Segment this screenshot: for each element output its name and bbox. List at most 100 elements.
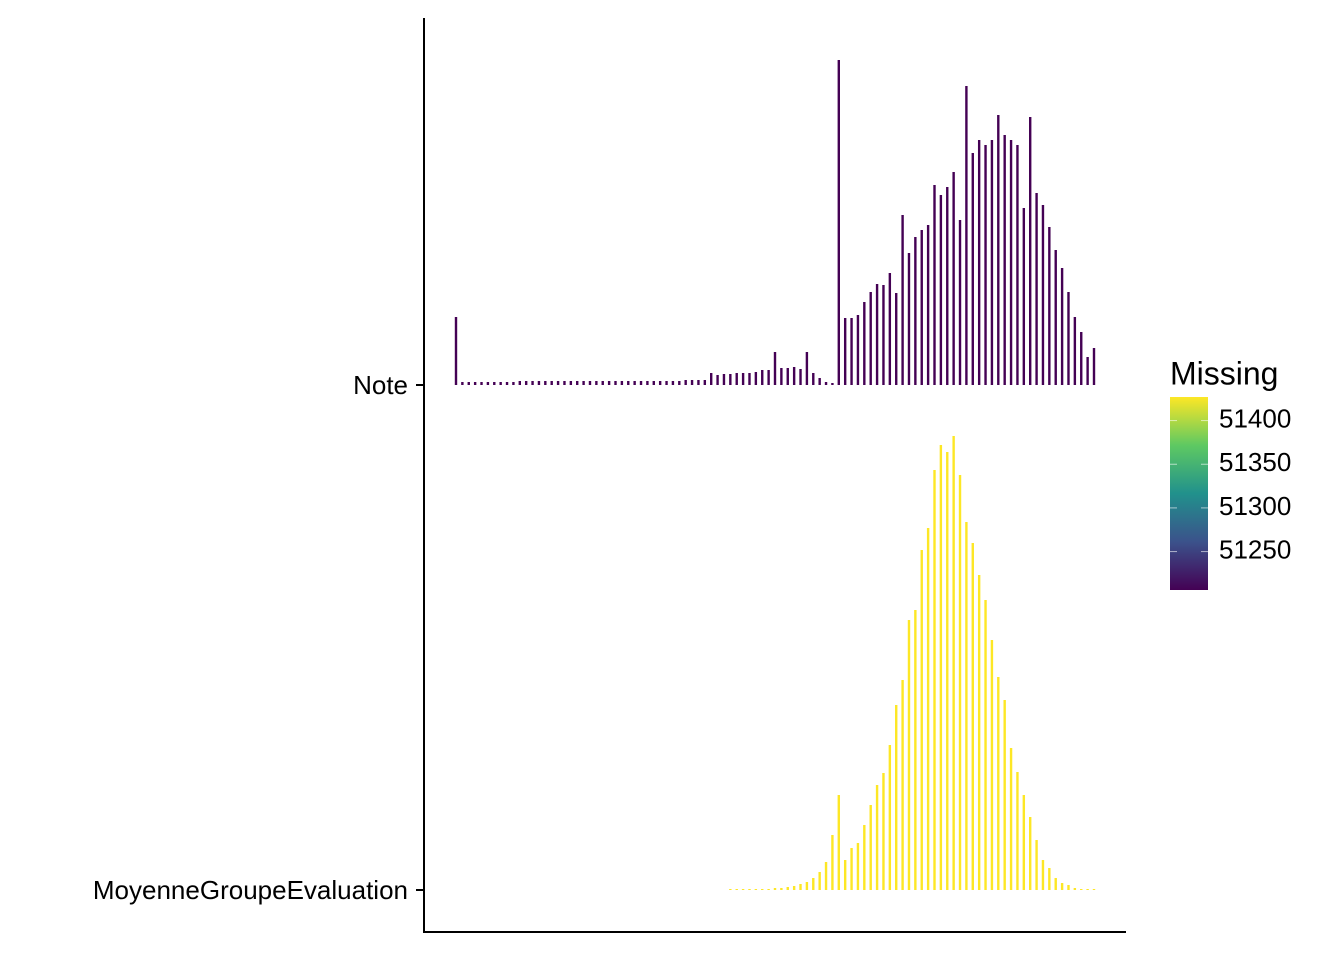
colorbar-tick-label: 51300	[1219, 491, 1291, 521]
bar	[582, 381, 585, 385]
bar	[824, 382, 828, 385]
bar	[805, 882, 809, 890]
bar	[792, 367, 796, 385]
bar	[1086, 357, 1089, 385]
bar	[665, 381, 668, 385]
bar	[1022, 795, 1026, 890]
bar	[1080, 332, 1083, 385]
bar	[1060, 268, 1064, 385]
bar	[556, 381, 560, 385]
bar	[990, 640, 994, 890]
bar	[1009, 748, 1013, 890]
bar	[690, 380, 694, 385]
y-tick-label: MoyenneGroupeEvaluation	[93, 875, 408, 905]
bar	[1035, 193, 1038, 385]
bar	[518, 381, 521, 385]
bar	[620, 381, 624, 385]
bar	[486, 382, 490, 385]
bar	[703, 380, 707, 385]
bar	[907, 253, 911, 385]
bar	[780, 888, 783, 890]
bar	[863, 302, 866, 385]
bar	[748, 889, 751, 890]
bar	[786, 368, 789, 385]
bar	[901, 215, 904, 385]
bar	[990, 140, 994, 385]
bar	[831, 835, 834, 890]
bar	[1067, 885, 1070, 890]
bar	[843, 318, 847, 385]
bar	[773, 352, 777, 385]
bar	[1060, 883, 1064, 890]
bar	[952, 172, 955, 385]
bar	[697, 380, 700, 385]
bar	[1092, 348, 1096, 385]
bar	[914, 237, 917, 385]
bar	[971, 543, 974, 890]
bar	[856, 843, 860, 890]
bar	[965, 522, 968, 890]
bar	[780, 368, 783, 385]
bar	[971, 153, 974, 385]
bar	[837, 60, 840, 385]
bar	[869, 292, 872, 385]
bar	[671, 381, 675, 385]
bar	[531, 381, 534, 385]
bar	[454, 317, 458, 385]
bar	[933, 185, 936, 385]
bar	[1003, 700, 1006, 890]
bar	[818, 872, 821, 890]
bar	[563, 381, 566, 385]
bar	[684, 380, 687, 385]
bar	[843, 860, 847, 890]
bar	[1029, 117, 1032, 385]
bar	[1003, 135, 1006, 385]
bar	[1054, 878, 1057, 890]
bar	[754, 889, 758, 890]
bar	[499, 382, 502, 385]
bar	[1073, 888, 1077, 890]
colorbar	[1170, 397, 1208, 590]
bar	[1016, 772, 1019, 890]
bar	[722, 374, 726, 385]
bar	[607, 381, 611, 385]
bar	[882, 285, 885, 385]
bar	[875, 284, 879, 385]
bar	[850, 848, 853, 890]
bar	[524, 381, 528, 385]
bar	[875, 785, 879, 890]
legend-title: Missing	[1170, 355, 1278, 391]
bar	[920, 550, 923, 890]
bar	[812, 878, 815, 890]
bar	[512, 382, 515, 385]
bar	[1048, 868, 1051, 890]
bar	[1080, 889, 1083, 890]
bar	[741, 889, 745, 890]
bar	[1073, 317, 1077, 385]
bar	[901, 680, 904, 890]
bar	[869, 805, 872, 890]
bar	[863, 825, 866, 890]
bar	[824, 862, 828, 890]
bar	[576, 381, 579, 385]
bar	[716, 375, 719, 385]
bar	[958, 475, 962, 890]
bar	[595, 381, 598, 385]
bar	[837, 795, 840, 890]
bar	[550, 381, 553, 385]
bar	[1009, 140, 1013, 385]
bar	[1029, 817, 1032, 890]
bar	[799, 369, 802, 385]
bar	[1041, 205, 1045, 385]
bar	[601, 381, 604, 385]
bar	[805, 352, 809, 385]
bar	[1016, 145, 1019, 385]
bar	[926, 528, 930, 890]
bar	[767, 889, 770, 890]
bar	[933, 470, 936, 890]
bar	[984, 600, 987, 890]
bar	[1054, 250, 1057, 385]
y-tick-label: Note	[353, 370, 408, 400]
bar	[748, 373, 751, 385]
bar	[799, 884, 802, 890]
